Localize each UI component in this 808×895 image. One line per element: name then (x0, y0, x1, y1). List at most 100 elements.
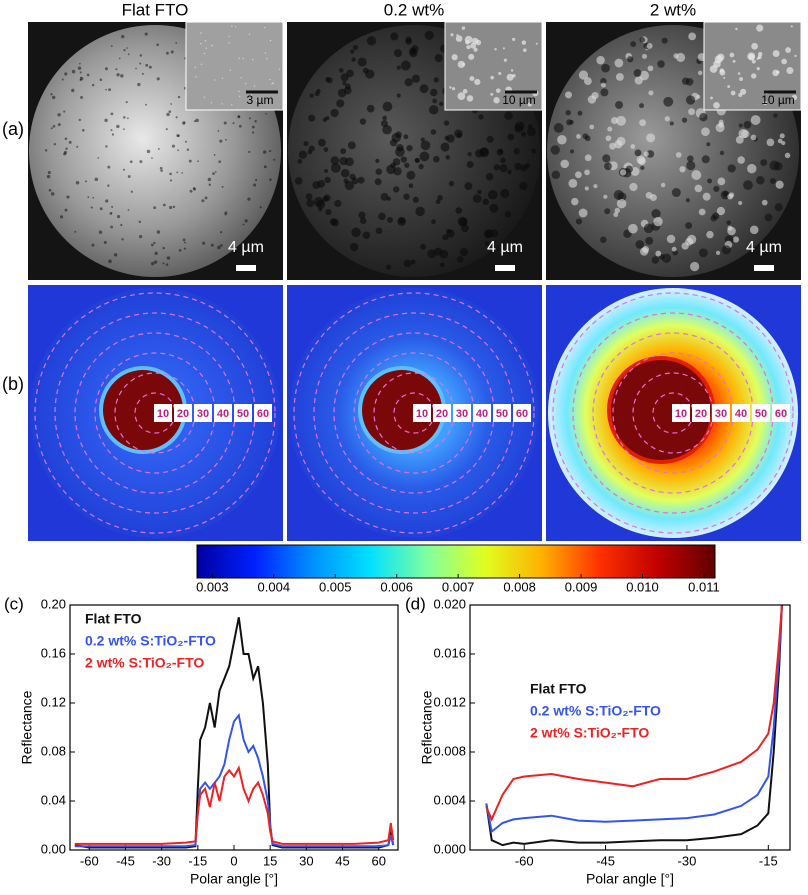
inset-texture (503, 58, 507, 62)
inset-texture (732, 59, 736, 63)
ring-label-box (732, 404, 750, 422)
inset-texture (713, 102, 720, 109)
ring-label-box (772, 404, 790, 422)
texture (248, 150, 251, 153)
texture (636, 155, 646, 165)
texture (647, 65, 654, 72)
texture (679, 166, 686, 173)
texture (108, 259, 112, 264)
texture (629, 182, 638, 192)
texture (165, 263, 169, 266)
texture (433, 77, 439, 83)
texture (297, 158, 303, 164)
texture (774, 203, 783, 212)
texture (760, 159, 768, 166)
texture (135, 67, 137, 70)
texture (405, 36, 412, 43)
texture (166, 51, 169, 55)
texture (50, 192, 55, 196)
texture (99, 78, 103, 82)
texture (605, 135, 612, 142)
texture (207, 177, 212, 182)
texture (259, 206, 262, 209)
texture (46, 174, 51, 179)
texture (248, 117, 251, 120)
inset-texture (457, 92, 466, 101)
texture (306, 199, 315, 208)
inset-texture (751, 42, 758, 50)
texture (743, 180, 753, 191)
texture (138, 220, 142, 224)
inset-texture (490, 92, 494, 96)
texture (764, 213, 773, 222)
ring-label-box (672, 404, 690, 422)
texture (385, 264, 392, 270)
colorbar-tick-label: 0.007 (442, 579, 475, 594)
texture (195, 118, 199, 123)
texture (675, 152, 682, 158)
texture (571, 197, 579, 206)
inset-texture (785, 47, 792, 53)
scale-label: 4 µm (228, 239, 264, 256)
texture (625, 165, 633, 173)
texture (120, 223, 123, 227)
texture (324, 168, 329, 174)
texture (738, 123, 743, 128)
inset-texture (235, 26, 237, 28)
texture (568, 178, 578, 188)
ring-label-box (493, 404, 511, 422)
texture (162, 203, 166, 207)
texture (639, 103, 645, 109)
x-tick-label: -45 (596, 853, 615, 868)
texture (340, 73, 349, 82)
y-tick-label: 0.16 (41, 645, 66, 660)
texture (159, 166, 163, 170)
texture (404, 162, 410, 168)
texture (403, 259, 412, 268)
texture (651, 256, 660, 264)
texture (166, 256, 171, 260)
texture (104, 118, 108, 123)
texture (105, 88, 107, 91)
texture (110, 225, 114, 229)
inset-texture (751, 59, 756, 64)
texture (139, 62, 142, 65)
texture (630, 144, 636, 149)
texture (747, 163, 757, 174)
texture (139, 160, 143, 164)
inset-texture (221, 77, 224, 80)
inset-texture (194, 66, 196, 68)
ring-label: 30 (715, 408, 727, 420)
row-label: (b) (2, 374, 24, 394)
texture (500, 189, 510, 199)
legend-entry: 2 wt% S:TiO₂-FTO (530, 725, 649, 741)
texture (108, 88, 112, 92)
texture (325, 209, 332, 216)
texture (591, 91, 599, 100)
texture (434, 54, 443, 63)
inset-texture (756, 24, 764, 32)
ring-label-box (254, 404, 272, 422)
inset-texture (457, 60, 465, 69)
texture (433, 155, 440, 163)
texture (685, 95, 696, 105)
texture (162, 262, 165, 265)
texture (576, 134, 581, 139)
texture (411, 74, 420, 83)
texture (514, 124, 523, 133)
texture (254, 178, 258, 182)
inset-texture (242, 57, 244, 60)
ring-label-box (513, 404, 531, 422)
texture (781, 140, 786, 146)
texture (347, 141, 356, 150)
texture (79, 62, 81, 65)
texture (639, 119, 647, 127)
texture (420, 140, 431, 151)
texture (331, 218, 339, 227)
texture (616, 198, 627, 209)
texture (635, 240, 645, 249)
texture (80, 96, 83, 99)
x-axis-label: Polar angle [°] (190, 871, 278, 887)
ring-label: 20 (436, 408, 448, 420)
texture (645, 236, 654, 245)
